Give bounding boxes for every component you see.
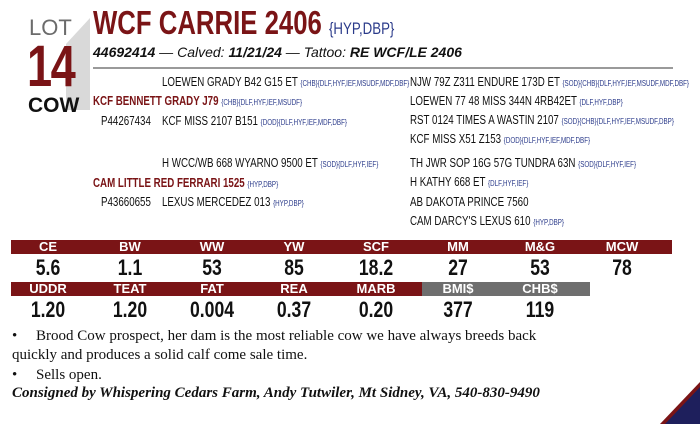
pedigree-sire-sire: LOEWEN GRADY B42 G15 ET {CHB}{DLF,HYF,IE… <box>162 75 410 89</box>
lot-number: 14 <box>27 34 76 99</box>
pedigree-gg-4: KCF MISS X51 Z153 {DOD}{DLF,HYF,IEF,MDF,… <box>410 132 591 146</box>
pedigree-gg-7: AB DAKOTA PRINCE 7560 <box>410 195 529 209</box>
pedigree-gg-2: LOEWEN 77 48 MISS 344N 4RB42ET {DLF,HYF,… <box>410 94 623 108</box>
epd-label: MM <box>447 239 469 254</box>
corner-decoration <box>660 382 700 424</box>
epd-value: 18.2 <box>358 255 394 280</box>
epd-value: 0.004 <box>189 297 235 322</box>
lot-label: LOT <box>29 15 72 40</box>
pedigree-gg-5: TH JWR SOP 16G 57G TUNDRA 63N {SOD}{DLF,… <box>410 156 637 170</box>
epd-label: SCF <box>363 239 389 254</box>
note-bullet-1: • <box>12 328 18 344</box>
epd-label: REA <box>280 281 308 296</box>
pedigree-dam-reg: P43660655 <box>101 195 151 209</box>
divider <box>93 67 673 69</box>
tattoo-label: Tattoo: <box>303 44 346 60</box>
epd-value: 78 <box>612 255 632 280</box>
epd-value: 1.1 <box>117 255 143 280</box>
note-1-line-2: quickly and produces a solid calf come s… <box>12 347 308 363</box>
epd-value: 53 <box>530 255 550 280</box>
note-1-line-1: Brood Cow prospect, her dam is the most … <box>36 328 537 344</box>
epd-value: 1.20 <box>30 297 66 322</box>
pedigree-gg-3: RST 0124 TIMES A WASTIN 2107 {SOD}{CHB}{… <box>410 113 674 127</box>
pedigree-gg-8: CAM DARCY'S LEXUS 610 {HYP,DBP} <box>410 214 565 228</box>
pedigree-sire-dam: KCF MISS 2107 B151 {DOD}{DLF,HYF,IEF,MDF… <box>162 114 347 128</box>
animal-subtitle: 44692414 — Calved: 11/21/24 — Tattoo: RE… <box>93 44 462 60</box>
epd-label: MARB <box>356 281 396 296</box>
epd-label: TEAT <box>113 281 147 296</box>
pedigree-sire-reg: P44267434 <box>101 114 151 128</box>
epd-label: YW <box>283 239 305 254</box>
epd-label: M&G <box>524 239 556 254</box>
epd-value: 5.6 <box>35 255 61 280</box>
epd-label: CHB$ <box>522 281 558 296</box>
epd-label: BMI$ <box>442 281 474 296</box>
note-bullet-2: • <box>12 367 18 383</box>
pedigree-gg-6: H KATHY 668 ET {DLF,HYF,IEF} <box>410 175 529 189</box>
epd-header-bar-1 <box>11 240 672 254</box>
reg-number: 44692414 <box>93 44 156 60</box>
epd-label: FAT <box>200 281 224 296</box>
epd-value: 0.20 <box>358 297 394 322</box>
animal-name: WCF CARRIE 2406 <box>93 4 322 41</box>
epd-header-bar-2 <box>11 282 422 296</box>
calved-label: Calved: <box>177 44 225 60</box>
epd-label: MCW <box>605 239 639 254</box>
consignor-line: Consigned by Whispering Cedars Farm, And… <box>12 385 540 401</box>
epd-value: 53 <box>202 255 222 280</box>
pedigree-gg-1: NJW 79Z Z311 ENDURE 173D ET {SOD}{CHB}{D… <box>410 75 690 89</box>
epd-value: 377 <box>443 297 473 322</box>
epd-header-bar-indexes <box>422 282 590 296</box>
lot-type: COW <box>28 94 80 117</box>
epd-value: 27 <box>448 255 468 280</box>
pedigree-dam-dam: LEXUS MERCEDEZ 013 {HYP,DBP} <box>162 195 304 209</box>
epd-label: WW <box>199 239 225 254</box>
lot-wedge-decoration <box>66 18 90 110</box>
epd-value: 85 <box>284 255 304 280</box>
tattoo: RE WCF/LE 2406 <box>349 44 462 60</box>
animal-title: WCF CARRIE 2406 {HYP,DBP} <box>93 6 479 46</box>
animal-tags: {HYP,DBP} <box>328 19 395 38</box>
pedigree-sire: KCF BENNETT GRADY J79 {CHB}{DLF,HYF,IEF,… <box>93 94 303 108</box>
note-2: Sells open. <box>36 367 102 383</box>
pedigree-dam: CAM LITTLE RED FERRARI 1525 {HYP,DBP} <box>93 176 279 190</box>
epd-value: 1.20 <box>112 297 148 322</box>
epd-label: BW <box>119 239 141 254</box>
calved-date: 11/21/24 <box>228 44 282 60</box>
epd-value: 119 <box>525 297 555 322</box>
epd-label: CE <box>38 239 58 254</box>
epd-label: UDDR <box>29 281 67 296</box>
pedigree-dam-sire: H WCC/WB 668 WYARNO 9500 ET {SOD}{DLF,HY… <box>162 156 379 170</box>
epd-value: 0.37 <box>276 297 312 322</box>
